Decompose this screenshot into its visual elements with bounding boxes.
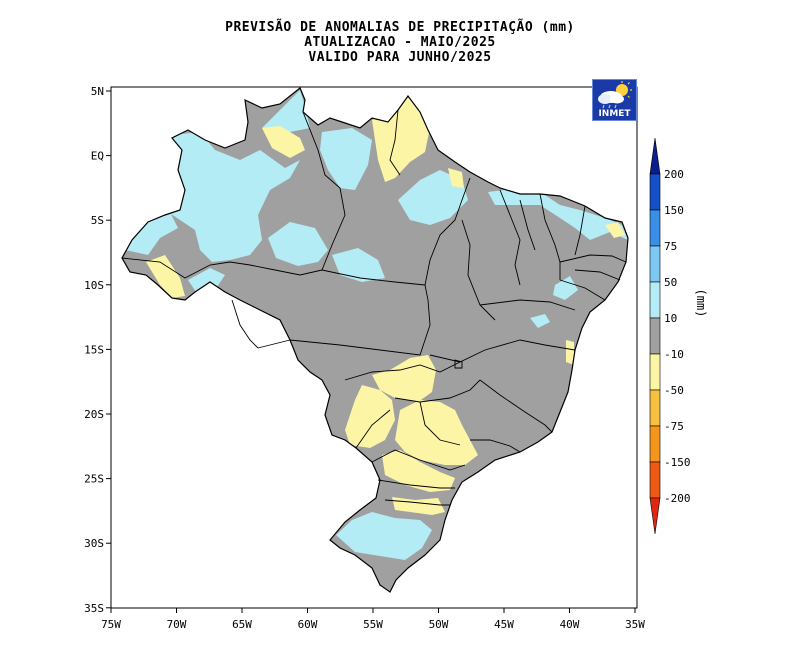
positive-anomaly-region-bahia-north <box>553 276 578 300</box>
latitude-tick-label: EQ <box>91 150 104 163</box>
cloud-sun-rain-icon <box>598 81 632 109</box>
map-title: PREVISÃO DE ANOMALIAS DE PRECIPITAÇÃO (m… <box>225 20 575 35</box>
colorbar-segment <box>649 317 661 355</box>
colorbar-level-label: 150 <box>664 204 684 217</box>
negative-anomaly-region-roraima <box>262 126 305 158</box>
negative-anomaly-region-parana <box>382 450 455 492</box>
longitude-tick-label: 60W <box>298 618 318 631</box>
longitude-tick-label: 40W <box>560 618 580 631</box>
colorbar-segment <box>649 461 661 499</box>
colorbar-segment <box>649 173 661 211</box>
longitude-tick-label: 70W <box>167 618 187 631</box>
colorbar-segment <box>649 209 661 247</box>
negative-anomaly-region-maranhao-coast <box>448 168 464 188</box>
latitude-tick-label: 25S <box>84 473 104 486</box>
latitude-tick-label: 5S <box>91 214 104 227</box>
colorbar-segment <box>649 425 661 463</box>
longitude-tick-label: 45W <box>494 618 514 631</box>
colorbar-bottom-triangle <box>649 497 661 535</box>
inmet-logo: INMET <box>592 79 637 121</box>
brazil-anomaly-map <box>122 88 628 592</box>
positive-anomaly-region-rio-grande-do-sul <box>336 512 432 560</box>
negative-anomaly-region-mato-grosso-do-sul <box>345 385 395 448</box>
positive-anomaly-region-northwest <box>160 132 300 262</box>
colorbar-level-label: -50 <box>664 384 684 397</box>
negative-anomaly-region-bahia-coast <box>566 340 574 365</box>
longitude-tick-label: 65W <box>232 618 252 631</box>
logo-text: INMET <box>598 109 631 119</box>
negative-anomaly-region-sao-paulo <box>395 400 478 465</box>
positive-anomaly-region-acre <box>125 212 178 255</box>
longitude-tick-label: 55W <box>363 618 383 631</box>
positive-anomaly-region-northeast-coast <box>488 188 628 240</box>
colorbar-top-triangle <box>649 137 661 175</box>
longitude-tick-label: 50W <box>429 618 449 631</box>
latitude-tick-label: 15S <box>84 343 104 356</box>
colorbar-level-label: -150 <box>664 456 691 469</box>
colorbar-segment <box>649 281 661 319</box>
negative-anomaly-region-rio-grande-do-norte <box>605 222 625 238</box>
latitude-tick-label: 10S <box>84 279 104 292</box>
state-borders <box>121 87 629 593</box>
longitude-ticks: 75W 70W 65W 60W 55W 50W 45W 40W 35W <box>101 608 645 631</box>
colorbar: 200 150 75 50 10 -10 -50 -75 -150 -200 <box>649 137 691 535</box>
colorbar-level-label: -10 <box>664 348 684 361</box>
latitude-tick-label: 30S <box>84 537 104 550</box>
colorbar-level-label: -200 <box>664 492 691 505</box>
map-subtitle-update: ATUALIZACAO - MAIO/2025 <box>304 35 496 50</box>
colorbar-segment <box>649 389 661 427</box>
longitude-tick-label: 75W <box>101 618 121 631</box>
latitude-tick-label: 5N <box>91 85 104 98</box>
colorbar-unit-label: (mm) <box>694 289 708 318</box>
latitude-tick-label: 20S <box>84 408 104 421</box>
latitude-tick-label: 35S <box>84 602 104 615</box>
colorbar-level-label: 50 <box>664 276 677 289</box>
map-subtitle-valid: VALIDO PARA JUNHO/2025 <box>308 50 492 65</box>
positive-anomaly-region-bahia-central <box>530 314 550 328</box>
positive-anomaly-region-para-north <box>320 128 372 190</box>
positive-anomaly-region-para-south <box>332 248 385 282</box>
colorbar-level-label: -75 <box>664 420 684 433</box>
colorbar-level-label: 75 <box>664 240 677 253</box>
negative-anomaly-region-acre <box>146 255 185 298</box>
positive-anomaly-region-amazonas-central <box>268 222 328 266</box>
colorbar-level-label: 10 <box>664 312 677 325</box>
negative-anomaly-region-goias <box>372 355 436 402</box>
positive-anomaly-region-para-east <box>398 170 468 225</box>
colorbar-level-label: 200 <box>664 168 684 181</box>
map-axes <box>110 87 637 609</box>
longitude-tick-label: 35W <box>625 618 645 631</box>
colorbar-segment <box>649 245 661 283</box>
colorbar-segment <box>649 353 661 391</box>
latitude-ticks: 5N EQ 5S 10S 15S 20S 25S 30S 35S <box>84 85 111 615</box>
